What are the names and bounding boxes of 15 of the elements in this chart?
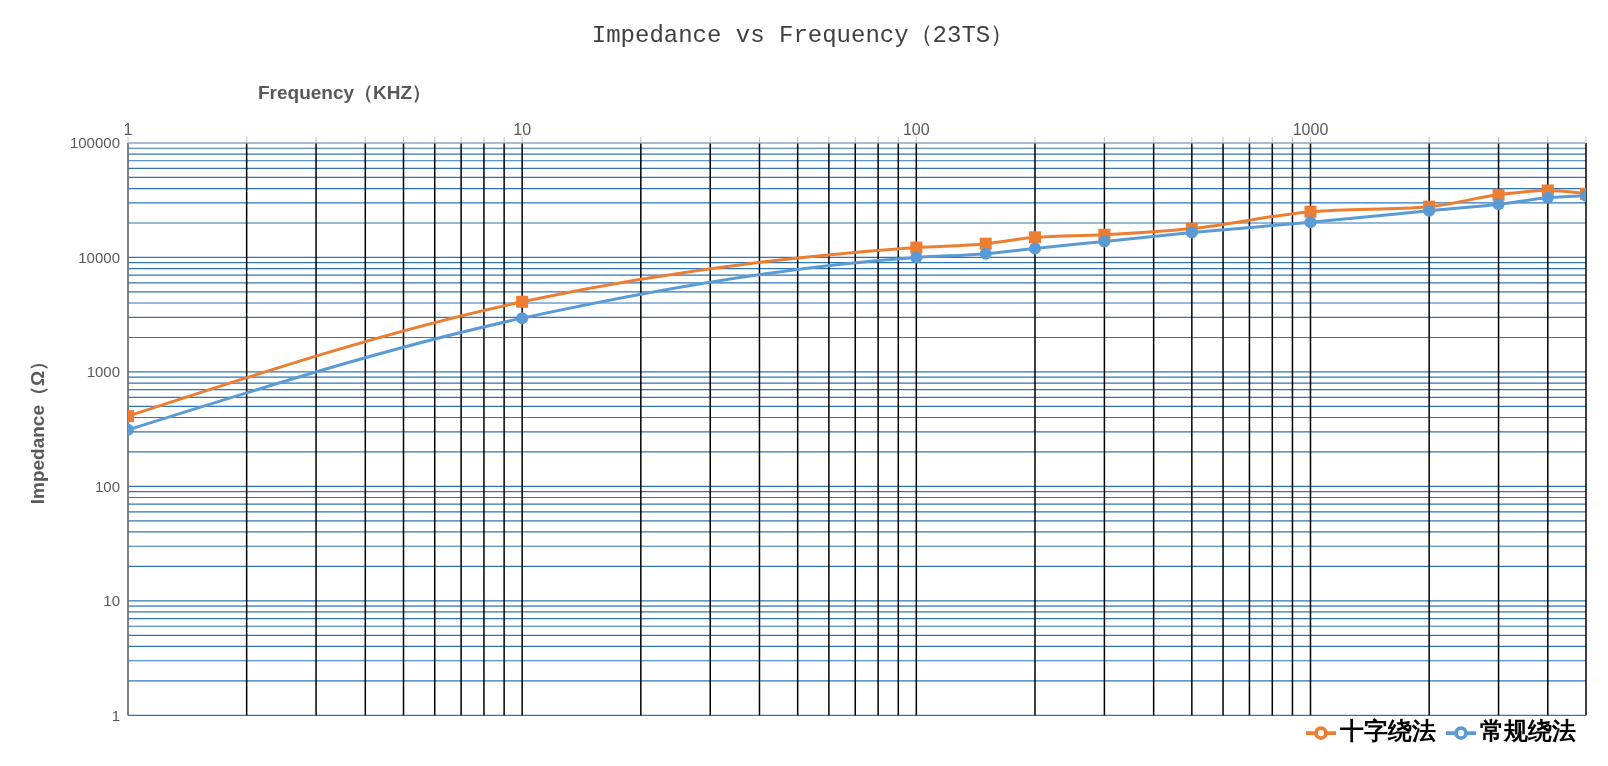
x-tick-label: 100 [902, 121, 930, 138]
y-axis-title: Impedance（Ω） [26, 351, 49, 505]
x-axis-title: Frequency（KHZ） [258, 81, 432, 105]
legend-label: 常规绕法 [1480, 717, 1576, 745]
x-tick-label: 1000 [1292, 121, 1329, 138]
legend-label: 十字绕法 [1340, 717, 1436, 745]
y-tick-label: 10 [103, 592, 120, 610]
y-tick-label: 100 [94, 477, 120, 495]
y-tick-label: 1000 [86, 363, 120, 381]
y-tick-label: 1 [111, 706, 120, 724]
chart-title: Impedance vs Frequency（23TS） [590, 21, 1016, 50]
x-tick-label: 10 [513, 121, 532, 138]
y-tick-label: 100000 [69, 134, 120, 152]
x-tick-label: 1 [123, 121, 133, 138]
y-tick-label: 10000 [78, 248, 120, 266]
